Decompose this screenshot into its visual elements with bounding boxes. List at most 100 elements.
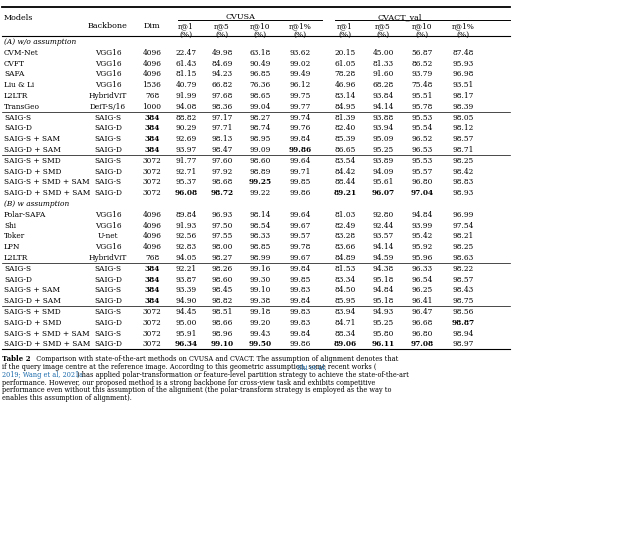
Text: 97.04: 97.04	[410, 189, 433, 197]
Text: 99.77: 99.77	[289, 103, 310, 111]
Text: 85.39: 85.39	[334, 135, 356, 143]
Text: 94.14: 94.14	[372, 103, 394, 111]
Text: 99.67: 99.67	[289, 221, 310, 229]
Text: 97.50: 97.50	[211, 221, 233, 229]
Text: performance even without this assumption of the alignment (the polar-transform s: performance even without this assumption…	[2, 387, 392, 394]
Text: 92.83: 92.83	[175, 243, 196, 251]
Text: SAIG-D: SAIG-D	[94, 319, 122, 327]
Text: Liu & Li: Liu & Li	[4, 81, 34, 89]
Text: 94.09: 94.09	[372, 167, 394, 176]
Text: 98.89: 98.89	[250, 167, 271, 176]
Text: 96.34: 96.34	[175, 340, 198, 348]
Text: 99.16: 99.16	[250, 265, 271, 273]
Text: r@10
(%): r@10 (%)	[250, 22, 270, 38]
Text: 92.44: 92.44	[372, 221, 394, 229]
Text: 95.25: 95.25	[372, 146, 394, 154]
Text: 98.21: 98.21	[452, 232, 474, 240]
Text: 89.06: 89.06	[333, 340, 356, 348]
Text: SAIG-S: SAIG-S	[95, 113, 122, 122]
Text: SAIG-S + SAM: SAIG-S + SAM	[4, 286, 60, 294]
Text: 95.61: 95.61	[372, 178, 394, 186]
Text: VGG16: VGG16	[95, 81, 122, 89]
Text: 96.98: 96.98	[452, 70, 474, 78]
Text: 94.14: 94.14	[372, 243, 394, 251]
Text: 99.86: 99.86	[289, 189, 310, 197]
Text: 98.97: 98.97	[452, 340, 474, 348]
Text: 4096: 4096	[143, 70, 161, 78]
Text: SAIG-D: SAIG-D	[94, 167, 122, 176]
Text: SAIG-S: SAIG-S	[95, 135, 122, 143]
Text: 2019; Wang et al, 2021a: 2019; Wang et al, 2021a	[2, 371, 83, 379]
Text: 82.40: 82.40	[334, 124, 356, 132]
Text: 84.50: 84.50	[334, 286, 356, 294]
Text: SAIG-S: SAIG-S	[4, 113, 31, 122]
Text: 99.85: 99.85	[289, 178, 310, 186]
Text: 94.84: 94.84	[412, 211, 433, 219]
Text: 99.86: 99.86	[289, 146, 312, 154]
Text: SAIG-D: SAIG-D	[94, 146, 122, 154]
Text: HybridViT: HybridViT	[89, 92, 127, 100]
Text: 83.28: 83.28	[335, 232, 356, 240]
Text: 99.49: 99.49	[289, 70, 310, 78]
Text: 56.87: 56.87	[412, 49, 433, 57]
Text: 4096: 4096	[143, 49, 161, 57]
Text: 93.84: 93.84	[372, 92, 394, 100]
Text: 3072: 3072	[143, 189, 161, 197]
Text: 97.08: 97.08	[410, 340, 433, 348]
Text: 99.25: 99.25	[248, 178, 271, 186]
Text: SAIG-S: SAIG-S	[95, 329, 122, 338]
Text: 98.45: 98.45	[211, 286, 233, 294]
Text: SAIG-S: SAIG-S	[95, 265, 122, 273]
Text: 96.80: 96.80	[412, 178, 433, 186]
Text: 94.93: 94.93	[372, 308, 394, 316]
Text: 81.53: 81.53	[334, 265, 356, 273]
Text: 98.14: 98.14	[250, 211, 271, 219]
Text: 96.41: 96.41	[412, 297, 433, 305]
Text: 384: 384	[144, 265, 160, 273]
Text: 98.25: 98.25	[452, 243, 474, 251]
Text: 97.60: 97.60	[211, 157, 233, 165]
Text: 93.97: 93.97	[175, 146, 196, 154]
Text: 99.75: 99.75	[289, 92, 310, 100]
Text: SAIG-S: SAIG-S	[95, 178, 122, 186]
Text: 88.82: 88.82	[175, 113, 196, 122]
Text: 96.93: 96.93	[211, 211, 232, 219]
Text: 98.94: 98.94	[452, 329, 474, 338]
Text: 81.33: 81.33	[372, 59, 394, 68]
Text: CVFT: CVFT	[4, 59, 25, 68]
Text: 96.08: 96.08	[175, 189, 198, 197]
Text: 99.84: 99.84	[289, 265, 310, 273]
Text: TransGeo: TransGeo	[4, 103, 40, 111]
Text: 98.63: 98.63	[452, 254, 474, 262]
Text: VGG16: VGG16	[95, 49, 122, 57]
Text: 96.85: 96.85	[250, 70, 271, 78]
Text: 96.53: 96.53	[412, 146, 433, 154]
Text: 99.57: 99.57	[289, 232, 310, 240]
Text: 92.56: 92.56	[175, 232, 196, 240]
Text: 3072: 3072	[143, 319, 161, 327]
Text: 384: 384	[144, 113, 160, 122]
Text: SAFA: SAFA	[4, 70, 24, 78]
Text: 99.84: 99.84	[289, 135, 310, 143]
Text: 99.30: 99.30	[250, 275, 271, 284]
Text: 99.78: 99.78	[289, 243, 310, 251]
Text: 98.36: 98.36	[211, 103, 232, 111]
Text: DeiT-S/16: DeiT-S/16	[90, 103, 126, 111]
Text: 95.93: 95.93	[452, 59, 474, 68]
Text: 93.51: 93.51	[452, 81, 474, 89]
Text: 95.96: 95.96	[412, 254, 433, 262]
Text: 95.92: 95.92	[412, 243, 433, 251]
Text: 92.80: 92.80	[372, 211, 394, 219]
Text: 93.89: 93.89	[372, 157, 394, 165]
Text: SAIG-D: SAIG-D	[94, 189, 122, 197]
Text: 82.49: 82.49	[334, 221, 356, 229]
Text: 98.93: 98.93	[452, 189, 474, 197]
Text: Dim: Dim	[144, 22, 160, 30]
Text: 3072: 3072	[143, 167, 161, 176]
Text: 96.25: 96.25	[412, 286, 433, 294]
Text: SAIG-S + SAM: SAIG-S + SAM	[4, 135, 60, 143]
Text: 96.99: 96.99	[452, 211, 474, 219]
Text: 3072: 3072	[143, 329, 161, 338]
Text: Shi: Shi	[4, 221, 16, 229]
Text: 89.84: 89.84	[175, 211, 196, 219]
